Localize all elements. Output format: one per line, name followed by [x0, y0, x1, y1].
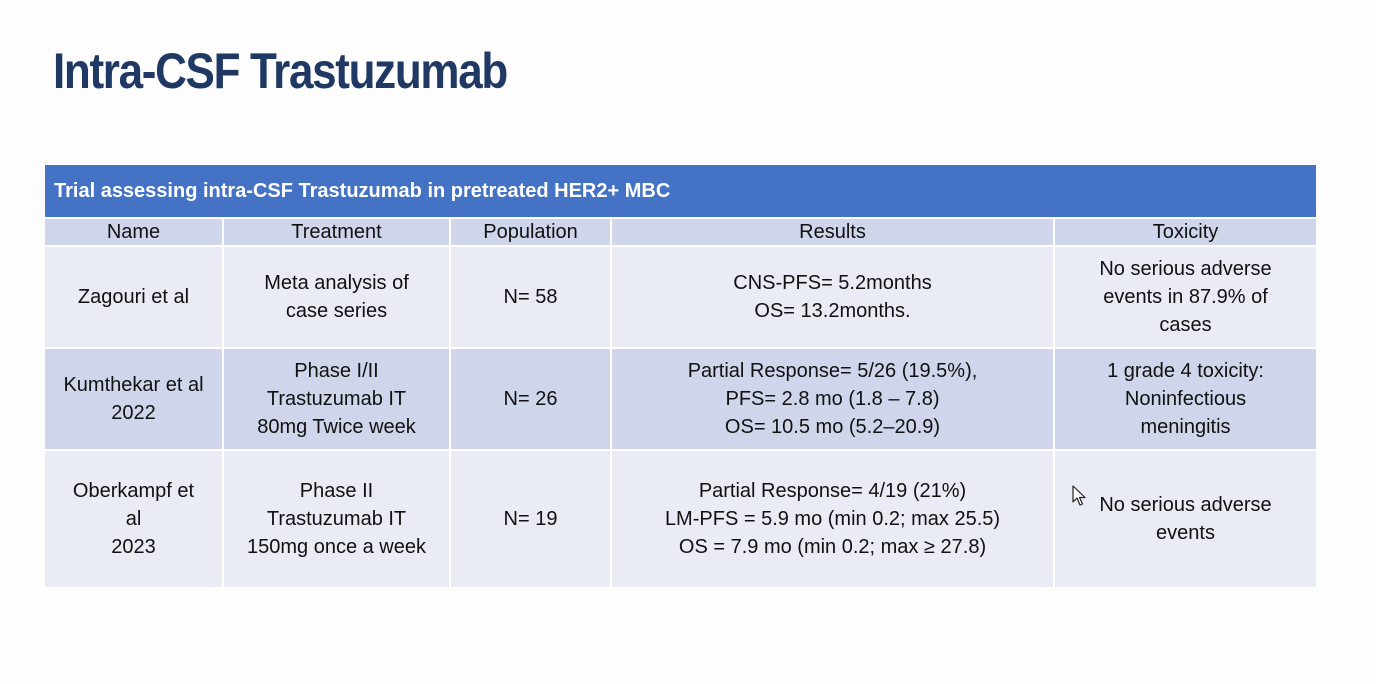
cell-results: Partial Response= 5/26 (19.5%), PFS= 2.8… — [610, 347, 1055, 451]
cell-toxicity: No serious adverse events — [1053, 449, 1318, 589]
cell-line: CNS-PFS= 5.2months — [733, 272, 932, 294]
cell-line: events — [1156, 522, 1215, 544]
header-treatment: Treatment — [222, 217, 451, 247]
cell-line: case series — [285, 300, 388, 322]
cell-results: Partial Response= 4/19 (21%) LM-PFS = 5.… — [610, 449, 1055, 589]
cell-line: cases — [1159, 314, 1212, 336]
cell-line: No serious adverse — [1099, 258, 1272, 280]
cell-treatment: Phase II Trastuzumab IT 150mg once a wee… — [222, 449, 451, 589]
cell-population: N= 58 — [449, 245, 612, 349]
cell-line: PFS= 2.8 mo (1.8 – 7.8) — [725, 388, 940, 410]
header-name: Name — [43, 217, 224, 247]
table-row: Oberkampf et al 2023 Phase II Trastuzuma… — [43, 449, 1318, 589]
cell-line: No serious adverse — [1099, 494, 1272, 516]
cell-line: Kumthekar et al — [63, 374, 204, 396]
cell-line: Trastuzumab IT — [266, 508, 407, 530]
cell-line: 1 grade 4 toxicity: — [1107, 360, 1264, 382]
cell-line: events in 87.9% of — [1103, 286, 1268, 308]
cell-line: 80mg Twice week — [257, 416, 416, 438]
cell-line: Noninfectious — [1124, 388, 1247, 410]
cell-name: Kumthekar et al 2022 — [43, 347, 224, 451]
cell-name: Zagouri et al — [43, 245, 224, 349]
cell-toxicity: No serious adverse events in 87.9% of ca… — [1053, 245, 1318, 349]
cell-line: Phase II — [299, 480, 374, 502]
cell-line: Oberkampf et — [72, 480, 195, 502]
cell-line: 2023 — [111, 536, 156, 558]
mouse-pointer-icon — [1072, 485, 1086, 506]
cell-line: 2022 — [111, 402, 156, 424]
table-caption-row: Trial assessing intra-CSF Trastuzumab in… — [43, 163, 1318, 219]
trial-table: Trial assessing intra-CSF Trastuzumab in… — [43, 163, 1318, 589]
cell-name: Oberkampf et al 2023 — [43, 449, 224, 589]
cell-line: Meta analysis of — [264, 272, 409, 294]
cell-line: meningitis — [1140, 416, 1231, 438]
cell-line: Trastuzumab IT — [266, 388, 407, 410]
slide-title: Intra-CSF Trastuzumab — [53, 43, 508, 99]
cell-line: OS = 7.9 mo (min 0.2; max ≥ 27.8) — [678, 536, 987, 558]
cell-line: OS= 13.2months. — [754, 300, 911, 322]
header-population: Population — [449, 217, 612, 247]
cell-toxicity: 1 grade 4 toxicity: Noninfectious mening… — [1053, 347, 1318, 451]
cell-line: al — [125, 508, 142, 530]
cell-line: OS= 10.5 mo (5.2–20.9) — [724, 416, 941, 438]
cell-treatment: Phase I/II Trastuzumab IT 80mg Twice wee… — [222, 347, 451, 451]
header-toxicity: Toxicity — [1053, 217, 1318, 247]
cell-line: LM-PFS = 5.9 mo (min 0.2; max 25.5) — [664, 508, 1001, 530]
cell-population: N= 26 — [449, 347, 612, 451]
cell-results: CNS-PFS= 5.2months OS= 13.2months. — [610, 245, 1055, 349]
table-row: Zagouri et al Meta analysis of case seri… — [43, 245, 1318, 349]
table-caption: Trial assessing intra-CSF Trastuzumab in… — [43, 163, 1318, 219]
cell-line: Phase I/II — [294, 360, 379, 382]
cell-line: Partial Response= 5/26 (19.5%), — [687, 360, 978, 382]
cell-line: Zagouri et al — [77, 286, 190, 308]
cell-treatment: Meta analysis of case series — [222, 245, 451, 349]
cell-line: 150mg once a week — [246, 536, 426, 558]
cell-line: Partial Response= 4/19 (21%) — [698, 480, 967, 502]
table-row: Kumthekar et al 2022 Phase I/II Trastuzu… — [43, 347, 1318, 451]
header-results: Results — [610, 217, 1055, 247]
cell-population: N= 19 — [449, 449, 612, 589]
table-header-row: Name Treatment Population Results Toxici… — [43, 217, 1318, 247]
